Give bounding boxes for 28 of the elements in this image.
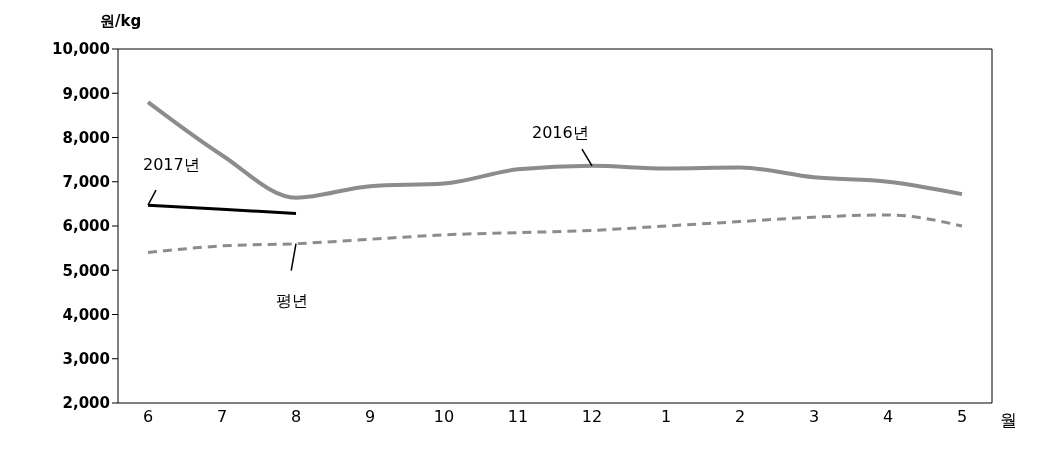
x-tick-label: 4 bbox=[882, 407, 894, 427]
y-tick-label: 7,000 bbox=[62, 173, 110, 192]
x-tick-label: 7 bbox=[216, 407, 228, 427]
x-tick-label: 10 bbox=[433, 407, 455, 427]
x-tick-label: 2 bbox=[734, 407, 746, 427]
x-tick-label: 11 bbox=[507, 407, 529, 427]
series-label: 2017년 bbox=[143, 155, 200, 175]
text: 평년 bbox=[276, 290, 308, 310]
y-tick-label: 10,000 bbox=[52, 40, 110, 59]
y-tick-label: 5,000 bbox=[62, 261, 110, 280]
x-axis-title: 월 bbox=[1000, 409, 1017, 432]
y-axis-title: 원/kg bbox=[100, 12, 142, 31]
y-tick-label: 3,000 bbox=[62, 350, 110, 369]
y-tick-label: 2,000 bbox=[62, 394, 110, 413]
line-series bbox=[146, 100, 964, 200]
y-tick-label: 9,000 bbox=[62, 84, 110, 103]
x-tick-label: 1 bbox=[660, 407, 672, 427]
x-tick-label: 9 bbox=[364, 407, 376, 427]
series-label: 2016년 bbox=[532, 122, 589, 142]
x-tick-label: 3 bbox=[808, 407, 820, 427]
x-tick-label: 5 bbox=[956, 407, 968, 427]
line-series bbox=[146, 213, 964, 255]
x-tick-label: 8 bbox=[290, 407, 302, 427]
y-tick-label: 6,000 bbox=[62, 217, 110, 236]
y-tick-label: 4,000 bbox=[62, 305, 110, 324]
y-tick-label: 8,000 bbox=[62, 128, 110, 147]
x-tick-label: 6 bbox=[142, 407, 154, 427]
x-tick-label: 12 bbox=[581, 407, 603, 427]
